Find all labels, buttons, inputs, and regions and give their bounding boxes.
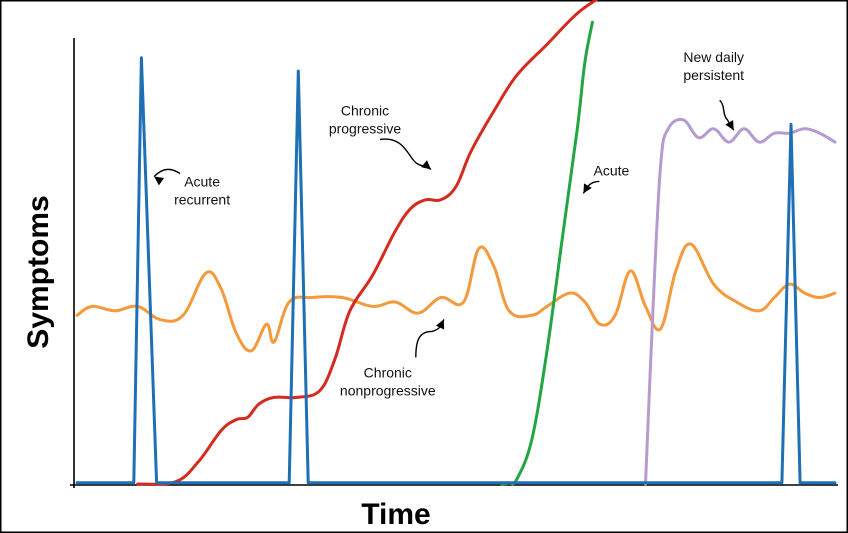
- series-line-new-daily-persistent: [644, 117, 837, 486]
- annotation-arrow-head: [583, 183, 592, 194]
- x-axis-title: Time: [361, 498, 430, 531]
- annotation-arrow-head: [421, 160, 431, 170]
- annotation-arrow-head: [435, 319, 445, 330]
- series-layer: [75, 0, 837, 486]
- annotation-arrow-head: [725, 120, 734, 131]
- annotation-label-line: Acute: [184, 174, 220, 190]
- annotation-label-line: Acute: [593, 162, 629, 178]
- annotation-acute-recurrent: Acute recurrent: [153, 168, 230, 208]
- annotation-label-line: recurrent: [174, 192, 230, 208]
- annotation-label-line: Chronic: [341, 103, 389, 119]
- series-line-acute-recurrent: [75, 56, 837, 485]
- series-line-chronic-progressive: [136, 0, 599, 486]
- annotation-label-line: nonprogressive: [340, 382, 436, 398]
- annotation-new-daily-persistent: New daily persistent: [683, 49, 744, 131]
- annotation-label-line: progressive: [329, 121, 402, 137]
- annotation-label-line: New daily: [683, 49, 744, 65]
- annotation-arrow-head: [154, 176, 165, 186]
- annotation-acute: Acute: [582, 162, 630, 194]
- annotation-layer: Acute recurrent Chronic progressive Acute Chr…: [153, 49, 744, 398]
- annotation-chronic-progressive: Chronic progressive: [329, 103, 432, 171]
- annotation-label-line: Chronic: [364, 364, 412, 380]
- annotation-label-line: persistent: [683, 67, 744, 83]
- annotation-arrow-line: [153, 168, 181, 177]
- series-line-chronic-nonprogressive: [75, 242, 837, 353]
- y-axis-title: Symptoms: [22, 195, 55, 348]
- annotation-chronic-nonprogressive: Chronic nonprogressive: [340, 319, 445, 398]
